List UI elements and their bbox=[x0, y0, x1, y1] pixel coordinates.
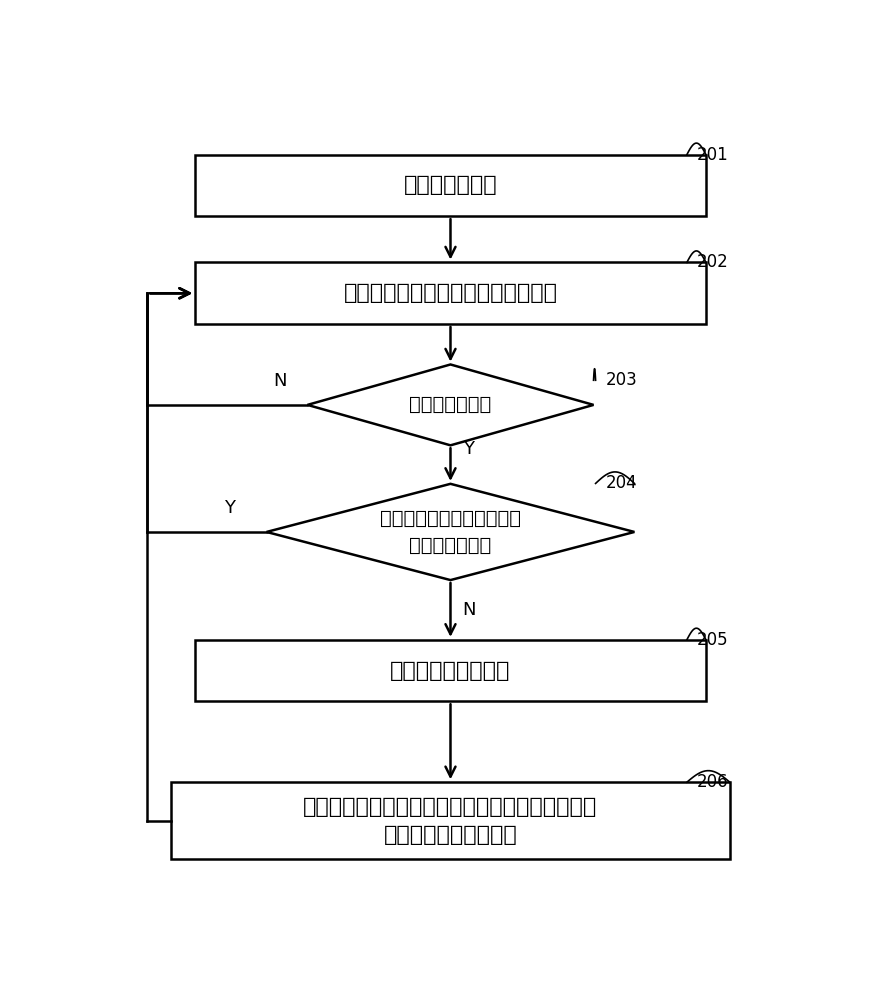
Text: 205: 205 bbox=[696, 631, 728, 649]
Bar bbox=[171, 782, 729, 859]
Bar bbox=[195, 155, 705, 216]
Text: 以当前操作列表中的操作作为一组需同步的源更新
操作，划分为一个事务: 以当前操作列表中的操作作为一组需同步的源更新 操作，划分为一个事务 bbox=[303, 797, 597, 845]
Text: 操作列表中的操作个数大于
预设最大操作数: 操作列表中的操作个数大于 预设最大操作数 bbox=[379, 509, 521, 555]
Bar bbox=[195, 640, 705, 701]
Text: N: N bbox=[273, 371, 286, 389]
Polygon shape bbox=[266, 484, 634, 580]
Text: 206: 206 bbox=[696, 773, 728, 791]
Text: 204: 204 bbox=[605, 474, 637, 492]
Text: 从源端数据库的日志中获取一个操作: 从源端数据库的日志中获取一个操作 bbox=[343, 283, 557, 303]
Text: 建立空操作列表: 建立空操作列表 bbox=[403, 175, 497, 195]
Text: 202: 202 bbox=[696, 253, 728, 271]
Text: N: N bbox=[462, 601, 476, 619]
Polygon shape bbox=[307, 364, 593, 445]
Text: 将操作加入操作列表: 将操作加入操作列表 bbox=[390, 661, 510, 681]
Text: 操作为更新操作: 操作为更新操作 bbox=[409, 395, 491, 414]
Text: 201: 201 bbox=[696, 146, 728, 164]
Text: Y: Y bbox=[223, 499, 234, 517]
Text: 203: 203 bbox=[605, 371, 637, 389]
Text: Y: Y bbox=[462, 440, 473, 458]
Bar bbox=[195, 262, 705, 324]
